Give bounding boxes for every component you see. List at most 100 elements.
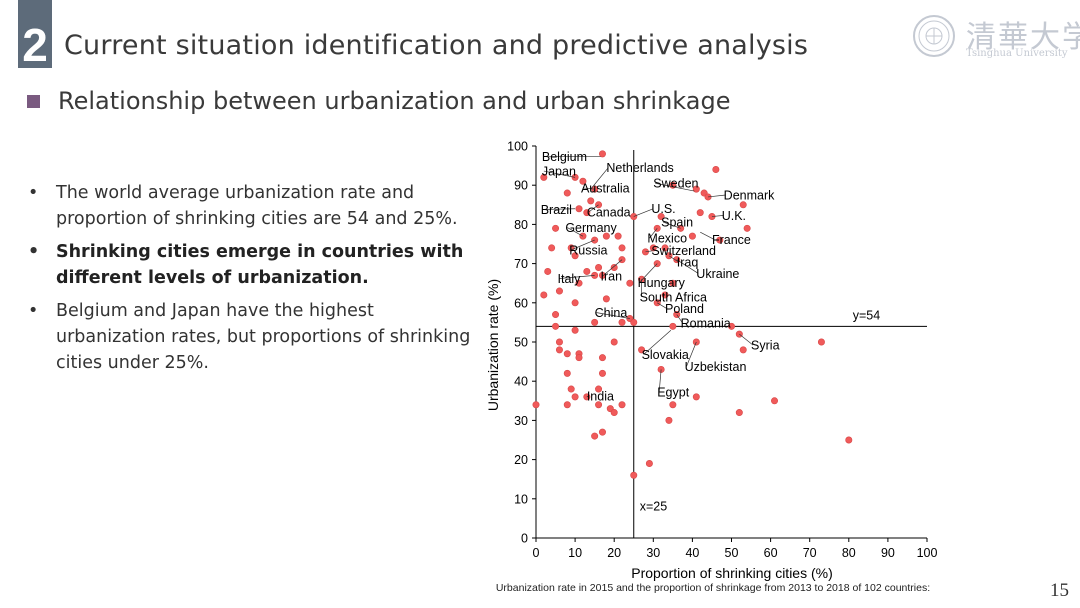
data-point — [657, 213, 665, 221]
leader-line — [559, 275, 595, 279]
country-label: Denmark — [724, 189, 775, 203]
data-point — [591, 236, 599, 244]
data-point — [595, 264, 603, 272]
bullet-list: The world average urbanization rate and … — [28, 180, 478, 383]
data-point — [692, 393, 700, 401]
leader-line — [588, 204, 599, 213]
country-label: Sweden — [653, 177, 698, 191]
leader-line — [590, 167, 609, 190]
section-number-badge: 2 — [18, 0, 52, 68]
data-point — [653, 224, 661, 232]
leader-line — [668, 255, 679, 263]
leader-line — [739, 333, 754, 346]
data-point — [563, 401, 571, 409]
country-label: China — [595, 306, 628, 320]
y-tick-label: 30 — [514, 414, 528, 428]
data-point — [649, 244, 657, 252]
data-point — [540, 291, 548, 299]
country-label: Slovakia — [642, 348, 689, 362]
y-tick-label: 60 — [514, 296, 528, 310]
data-point — [618, 244, 626, 252]
data-point — [610, 409, 618, 417]
data-point — [555, 287, 563, 295]
data-point — [552, 224, 560, 232]
data-point — [728, 322, 736, 330]
data-point — [598, 271, 606, 279]
data-point — [602, 232, 610, 240]
y-axis-label: Urbanization rate (%) — [485, 279, 501, 411]
tsinghua-seal-icon — [913, 15, 955, 57]
reference-label-y: y=54 — [853, 308, 881, 322]
data-point — [575, 354, 583, 362]
data-point — [598, 428, 606, 436]
logo-english-text: Tsinghua University — [966, 48, 1068, 59]
x-tick-label: 0 — [533, 546, 540, 560]
country-label: Iran — [601, 270, 623, 284]
x-tick-label: 60 — [764, 546, 778, 560]
data-point — [669, 322, 677, 330]
leader-line — [645, 250, 654, 253]
chart-caption: Urbanization rate in 2015 and the propor… — [495, 582, 931, 594]
leader-line — [711, 215, 724, 217]
y-tick-label: 20 — [514, 453, 528, 467]
y-tick-label: 10 — [514, 492, 528, 506]
leader-line — [686, 341, 697, 367]
data-point — [571, 299, 579, 307]
x-tick-label: 10 — [568, 546, 582, 560]
country-label: Hungary — [638, 276, 686, 290]
country-label: Egypt — [657, 385, 689, 399]
country-label: Netherlands — [606, 161, 673, 175]
data-point — [696, 209, 704, 217]
leader-line — [676, 259, 699, 274]
country-label: Iraq — [677, 256, 699, 270]
country-label: Canada — [587, 205, 631, 219]
data-point — [661, 244, 669, 252]
leader-line — [543, 170, 576, 178]
data-point — [591, 432, 599, 440]
data-point — [571, 393, 579, 401]
data-point — [579, 177, 587, 185]
data-point — [716, 236, 724, 244]
data-point — [743, 224, 751, 232]
data-point — [540, 173, 548, 181]
data-point — [583, 209, 591, 217]
leader-line — [602, 259, 623, 277]
leader-line — [582, 187, 595, 190]
data-point — [665, 416, 673, 424]
data-point — [571, 252, 579, 260]
x-tick-label: 70 — [803, 546, 817, 560]
country-label: Spain — [661, 216, 693, 230]
y-tick-label: 40 — [514, 375, 528, 389]
data-point — [595, 401, 603, 409]
data-point — [563, 350, 571, 358]
data-point — [583, 267, 591, 275]
data-point — [845, 436, 853, 444]
data-point — [688, 232, 696, 240]
data-point — [645, 460, 653, 468]
data-point — [618, 401, 626, 409]
leader-line — [586, 395, 589, 398]
leader-line — [708, 194, 726, 198]
leader-line — [663, 221, 681, 229]
leader-line — [542, 208, 576, 210]
data-point — [704, 193, 712, 201]
country-label: Japan — [542, 165, 576, 179]
logo-chinese-text: 清華大学 — [966, 20, 1080, 55]
leader-line — [657, 302, 668, 309]
x-tick-label: 50 — [725, 546, 739, 560]
data-point — [638, 346, 646, 354]
data-point — [598, 369, 606, 377]
data-point — [669, 279, 677, 287]
x-axis-label: Proportion of shrinking cities (%) — [631, 565, 833, 581]
country-label: Switzerland — [651, 244, 716, 258]
y-tick-label: 100 — [507, 140, 528, 154]
data-point — [571, 326, 579, 334]
data-point — [552, 311, 560, 319]
y-tick-label: 80 — [514, 218, 528, 232]
data-point — [771, 397, 779, 405]
data-point — [626, 279, 634, 287]
bullet-item: Belgium and Japan have the highest urban… — [28, 298, 478, 376]
leader-line — [639, 263, 658, 283]
data-point — [595, 385, 603, 393]
